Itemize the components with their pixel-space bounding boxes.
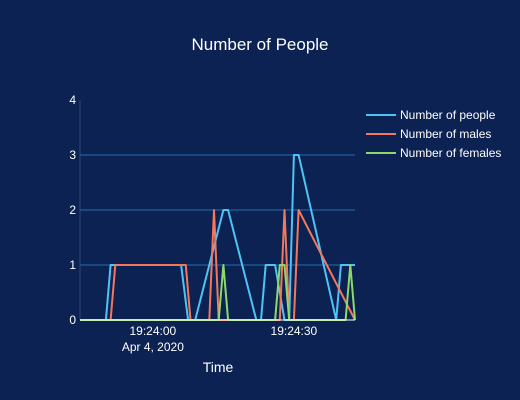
legend-label-2: Number of males xyxy=(400,127,491,141)
chart-title: Number of People xyxy=(191,35,328,54)
legend[interactable]: Number of people Number of males Number of… xyxy=(366,108,501,160)
y-tick-label: 0 xyxy=(69,313,76,327)
legend-label-1: Number of people xyxy=(400,108,496,122)
y-tick-label: 3 xyxy=(69,148,76,162)
y-tick-label: 2 xyxy=(69,203,76,217)
legend-label-3: Number of females xyxy=(400,146,501,160)
x-tick-label: 19:24:30 xyxy=(271,324,318,338)
x-tick-label: 19:24:00 xyxy=(130,324,177,338)
x-axis-label: Time xyxy=(203,359,234,375)
y-tick-label: 4 xyxy=(69,93,76,107)
x-tick-sublabel: Apr 4, 2020 xyxy=(122,340,184,354)
y-tick-label: 1 xyxy=(69,258,76,272)
